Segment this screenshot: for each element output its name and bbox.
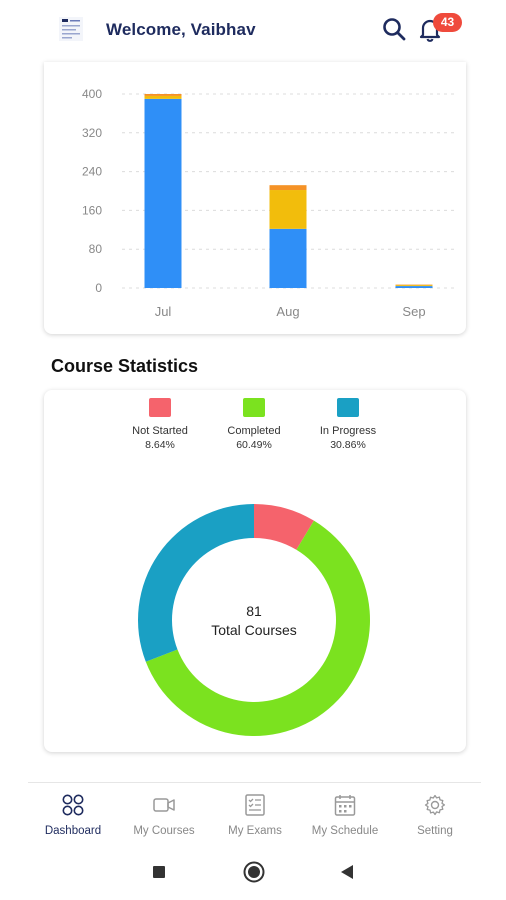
donut-slice[interactable]	[254, 504, 314, 550]
nav-my-courses[interactable]: My Courses	[119, 793, 209, 837]
legend-percent: 60.49%	[236, 439, 272, 451]
bar-segment[interactable]	[395, 286, 433, 288]
section-title-course-statistics: Course Statistics	[51, 356, 199, 376]
total-courses-count: 81	[246, 603, 262, 619]
bar-segment[interactable]	[269, 228, 307, 288]
bar-segment[interactable]	[269, 185, 307, 191]
bar-segment[interactable]	[144, 94, 182, 96]
y-tick-label: 240	[82, 165, 102, 179]
course-donut-chart	[138, 504, 370, 736]
y-tick-label: 160	[82, 203, 102, 217]
donut-center: 81 Total Courses	[194, 602, 314, 640]
total-courses-label: Total Courses	[211, 622, 297, 638]
notification-badge[interactable]: 43	[433, 13, 462, 32]
back-triangle-icon[interactable]	[339, 864, 355, 880]
welcome-title: Welcome, Vaibhav	[106, 20, 256, 39]
x-tick-label: Aug	[276, 304, 299, 319]
y-tick-label: 80	[89, 242, 103, 256]
legend-completed[interactable]: Completed 60.49%	[214, 398, 294, 451]
legend-in-progress[interactable]: In Progress 30.86%	[308, 398, 388, 451]
nav-label: My Schedule	[311, 825, 379, 837]
legend-label: In Progress	[319, 425, 377, 437]
legend-percent: 30.86%	[330, 439, 366, 451]
exam-icon	[245, 794, 265, 816]
bar-segment[interactable]	[395, 285, 433, 287]
dashboard-icon	[62, 794, 84, 816]
nav-dashboard[interactable]: Dashboard	[28, 793, 118, 837]
app-header: Welcome, Vaibhav 43	[0, 0, 506, 62]
x-tick-label: Sep	[402, 304, 425, 319]
square-icon[interactable]	[152, 865, 166, 879]
legend-label: Not Started	[132, 425, 188, 437]
legend-percent: 8.64%	[145, 439, 175, 451]
donut-slice[interactable]	[145, 520, 370, 736]
monthly-bar-chart-card: 0 80 160 240 320 400 Jul Aug Sep	[44, 62, 466, 334]
y-tick-label: 320	[82, 126, 102, 140]
video-camera-icon	[153, 798, 175, 812]
bar-segment[interactable]	[144, 98, 182, 288]
nav-setting[interactable]: Setting	[390, 793, 480, 837]
course-statistics-card: Not Started 8.64% Completed 60.49% In Pr…	[44, 390, 466, 752]
x-tick-label: Jul	[155, 304, 172, 319]
nav-label: My Exams	[228, 825, 282, 837]
donut-slice[interactable]	[138, 504, 254, 662]
nav-my-schedule[interactable]: My Schedule	[300, 793, 390, 837]
legend-swatch	[149, 398, 171, 417]
bottom-navigation: Dashboard My Courses My Exams	[28, 782, 481, 844]
legend-swatch	[337, 398, 359, 417]
nav-label: Dashboard	[44, 825, 102, 837]
nav-label: Setting	[417, 825, 453, 837]
search-icon[interactable]	[381, 16, 407, 42]
y-tick-label: 400	[82, 87, 102, 101]
gear-icon	[424, 794, 446, 816]
bar-segment[interactable]	[269, 190, 307, 229]
legend-not-started[interactable]: Not Started 8.64%	[120, 398, 200, 451]
legend-swatch	[243, 398, 265, 417]
bar-segment[interactable]	[144, 95, 182, 99]
home-circle-icon[interactable]	[243, 861, 265, 883]
legend-label: Completed	[227, 425, 281, 437]
system-navigation-bar	[0, 846, 506, 900]
nav-my-exams[interactable]: My Exams	[210, 793, 300, 837]
stacked-bar-chart: 0 80 160 240 320 400 Jul Aug Sep	[82, 87, 454, 319]
app-logo	[59, 17, 83, 41]
y-tick-label: 0	[95, 281, 102, 295]
calendar-icon	[334, 795, 356, 816]
nav-label: My Courses	[133, 825, 195, 837]
